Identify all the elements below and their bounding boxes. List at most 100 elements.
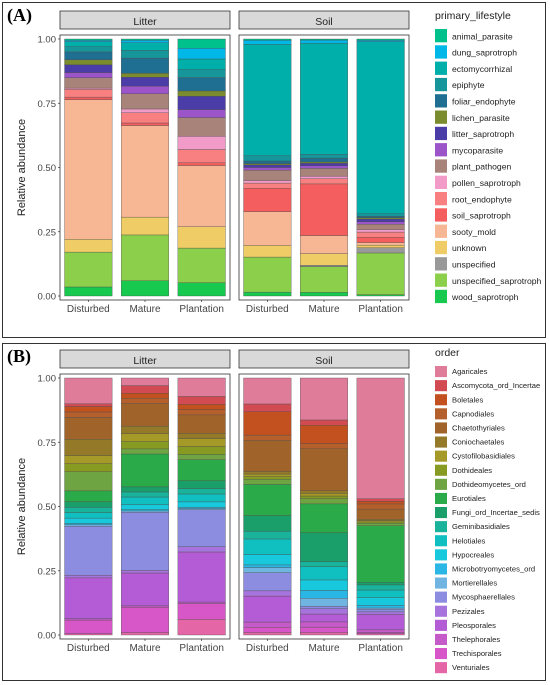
facet-strip: [59, 10, 231, 30]
bar-segment: [177, 603, 226, 620]
legend-swatch: [435, 143, 447, 157]
bar-segment: [356, 237, 405, 243]
legend-label: ectomycorrhizal: [452, 64, 512, 74]
bar-segment: [356, 216, 405, 218]
legend-label: Thelephorales: [452, 635, 500, 644]
bar-segment: [177, 149, 226, 164]
bar-segment: [64, 463, 113, 473]
y-tick-label: 0.75: [38, 99, 57, 110]
legend-swatch: [435, 633, 447, 645]
bar-segment: [121, 486, 169, 493]
legend-swatch: [435, 422, 447, 434]
bar-segment: [243, 554, 292, 566]
bar-segment: [243, 567, 292, 573]
bar-segment: [243, 211, 292, 246]
bar-segment: [300, 377, 348, 421]
bar-segment: [356, 632, 405, 634]
bar-segment: [356, 508, 405, 520]
legend-label: epiphyte: [452, 80, 485, 90]
x-tick-label: Disturbed: [246, 304, 289, 315]
bar-segment: [300, 39, 348, 44]
bar-segment: [356, 584, 405, 591]
legend-swatch: [435, 29, 447, 43]
legend-swatch: [435, 240, 447, 255]
x-tick-label: Mature: [129, 304, 161, 315]
legend-label: Helotiales: [452, 536, 486, 545]
x-tick-label: Disturbed: [67, 304, 110, 315]
bar-segment: [356, 231, 405, 238]
bar-segment: [121, 108, 169, 113]
bar-segment: [356, 244, 405, 248]
bar-segment: [356, 242, 405, 246]
legend-label: Trechisporales: [452, 649, 502, 658]
bar-segment: [300, 621, 348, 628]
bar-segment: [243, 515, 292, 532]
bar-segment: [64, 89, 113, 98]
bar-segment: [121, 606, 169, 633]
bar-segment: [300, 493, 348, 497]
bar-segment: [300, 608, 348, 615]
bar-segment: [121, 234, 169, 281]
bar-segment: [300, 579, 348, 591]
bar-segment: [300, 613, 348, 623]
bar-segment: [177, 162, 226, 166]
bar-segment: [121, 38, 169, 41]
bar-segment: [121, 40, 169, 43]
bar-segment: [243, 167, 292, 171]
bar-segment: [243, 572, 292, 592]
bar-segment: [300, 183, 348, 236]
bar-segment: [243, 564, 292, 568]
legend-swatch: [435, 591, 447, 603]
legend-label: lichen_parasite: [452, 113, 510, 123]
bar-segment: [121, 433, 169, 442]
bar-segment: [356, 520, 405, 523]
bar-segment: [121, 448, 169, 455]
bar-segment: [177, 551, 226, 603]
legend-label: Eurotiales: [452, 494, 486, 503]
bar-segment: [243, 411, 292, 436]
legend-label: pollen_saprotroph: [452, 178, 521, 188]
y-tick-label: 1.00: [38, 35, 57, 46]
legend-title: primary_lifestyle: [435, 10, 511, 22]
bar-segment: [177, 247, 226, 283]
bar-segment: [243, 627, 292, 633]
bar-segment: [356, 519, 405, 521]
bar-segment: [243, 440, 292, 472]
bar-segment: [121, 50, 169, 59]
bar-segment: [300, 253, 348, 266]
facet-label: Soil: [315, 16, 333, 28]
bar-segment: [64, 38, 113, 41]
bar-segment: [121, 42, 169, 51]
bar-segment: [177, 601, 226, 604]
legend-swatch: [435, 94, 447, 108]
bar-segment: [243, 155, 292, 162]
bar-segment: [243, 182, 292, 189]
legend-swatch: [435, 394, 447, 406]
legend-swatch: [435, 208, 447, 222]
bar-segment: [64, 501, 113, 508]
bar-segment: [64, 490, 113, 502]
legend-label: animal_parasite: [452, 31, 513, 41]
bar-segment: [243, 188, 292, 212]
bar-segment: [121, 280, 169, 297]
panel-label: (B): [7, 346, 31, 366]
legend-label: Dothideales: [452, 466, 492, 475]
bar-segment: [243, 163, 292, 166]
bar-segment: [177, 282, 226, 297]
bar-segment: [121, 112, 169, 124]
bar-segment: [177, 377, 226, 397]
bar-segment: [177, 619, 226, 636]
bar-segment: [64, 417, 113, 440]
legend-label: root_endophyte: [452, 194, 512, 204]
legend-label: unknown: [452, 243, 487, 253]
bar-segment: [177, 404, 226, 410]
bar-segment: [356, 498, 405, 502]
bar-segment: [121, 441, 169, 450]
bar-segment: [300, 161, 348, 164]
bar-segment: [243, 632, 292, 636]
bar-segment: [177, 38, 226, 49]
bar-segment: [177, 96, 226, 110]
bar-segment: [121, 393, 169, 399]
bar-segment: [64, 239, 113, 253]
bar-segment: [356, 605, 405, 609]
